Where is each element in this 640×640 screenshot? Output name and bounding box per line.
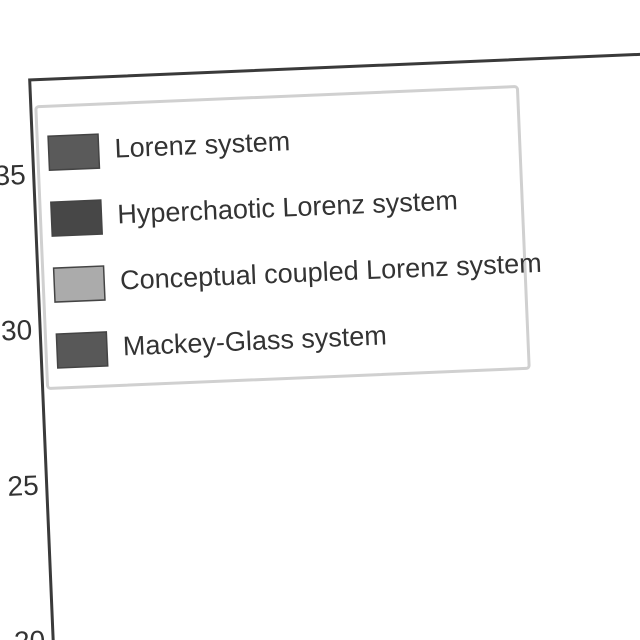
- legend-label: Lorenz system: [114, 126, 291, 163]
- legend-swatch: [55, 331, 109, 369]
- legend-swatch: [52, 265, 106, 303]
- y-tick-label: 35: [0, 159, 26, 191]
- y-tick-label: 20: [13, 625, 45, 640]
- legend-swatch: [50, 199, 103, 237]
- legend-box: [34, 85, 531, 390]
- y-tick-label: 30: [0, 314, 32, 346]
- y-tick-label: 25: [7, 470, 39, 502]
- legend-swatch: [47, 133, 101, 171]
